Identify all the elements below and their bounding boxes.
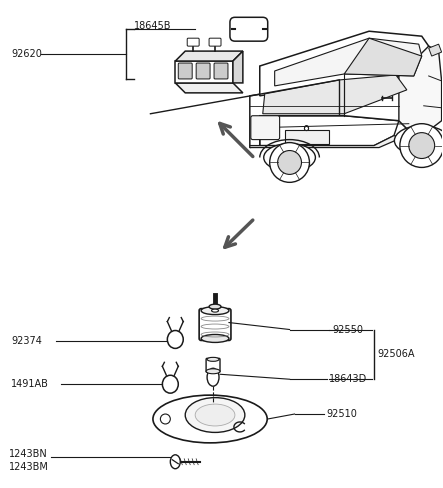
Ellipse shape — [206, 369, 220, 374]
Text: 1243BN: 1243BN — [9, 449, 48, 459]
FancyBboxPatch shape — [251, 116, 280, 140]
Ellipse shape — [195, 404, 235, 426]
Polygon shape — [263, 75, 407, 114]
FancyBboxPatch shape — [209, 38, 221, 46]
FancyBboxPatch shape — [187, 38, 199, 46]
FancyBboxPatch shape — [214, 63, 228, 79]
Polygon shape — [429, 44, 442, 56]
Polygon shape — [250, 76, 409, 147]
Ellipse shape — [170, 455, 180, 468]
FancyBboxPatch shape — [230, 17, 268, 41]
Text: 92510: 92510 — [326, 409, 357, 419]
Polygon shape — [260, 31, 429, 96]
Polygon shape — [399, 46, 442, 131]
Circle shape — [400, 123, 443, 167]
Text: 92506A: 92506A — [377, 349, 415, 359]
Ellipse shape — [201, 306, 229, 315]
Polygon shape — [250, 136, 402, 147]
FancyBboxPatch shape — [199, 308, 231, 341]
Circle shape — [409, 133, 435, 159]
Ellipse shape — [209, 304, 221, 309]
Polygon shape — [175, 83, 243, 93]
Circle shape — [278, 150, 302, 174]
Ellipse shape — [167, 330, 183, 348]
Text: 92374: 92374 — [12, 336, 42, 346]
Polygon shape — [260, 116, 399, 145]
Ellipse shape — [163, 375, 178, 393]
Text: 92620: 92620 — [12, 49, 42, 59]
Polygon shape — [233, 51, 243, 83]
Ellipse shape — [201, 334, 229, 343]
Ellipse shape — [207, 368, 219, 386]
Text: 92550: 92550 — [332, 325, 363, 334]
Ellipse shape — [185, 398, 245, 432]
Bar — [284, 130, 329, 143]
Circle shape — [270, 142, 310, 183]
Text: 1491AB: 1491AB — [12, 379, 49, 389]
Polygon shape — [344, 38, 422, 76]
Ellipse shape — [153, 395, 267, 443]
Polygon shape — [175, 61, 233, 83]
Text: 1243BM: 1243BM — [9, 462, 49, 472]
Ellipse shape — [207, 357, 219, 361]
Text: 18643D: 18643D — [329, 374, 368, 384]
Ellipse shape — [394, 126, 443, 156]
Polygon shape — [175, 51, 243, 61]
Ellipse shape — [212, 309, 218, 312]
FancyBboxPatch shape — [206, 358, 220, 372]
FancyBboxPatch shape — [178, 63, 192, 79]
Polygon shape — [275, 38, 422, 86]
FancyBboxPatch shape — [196, 63, 210, 79]
Text: 18645B: 18645B — [133, 21, 171, 31]
Ellipse shape — [264, 143, 315, 171]
Circle shape — [160, 414, 170, 424]
